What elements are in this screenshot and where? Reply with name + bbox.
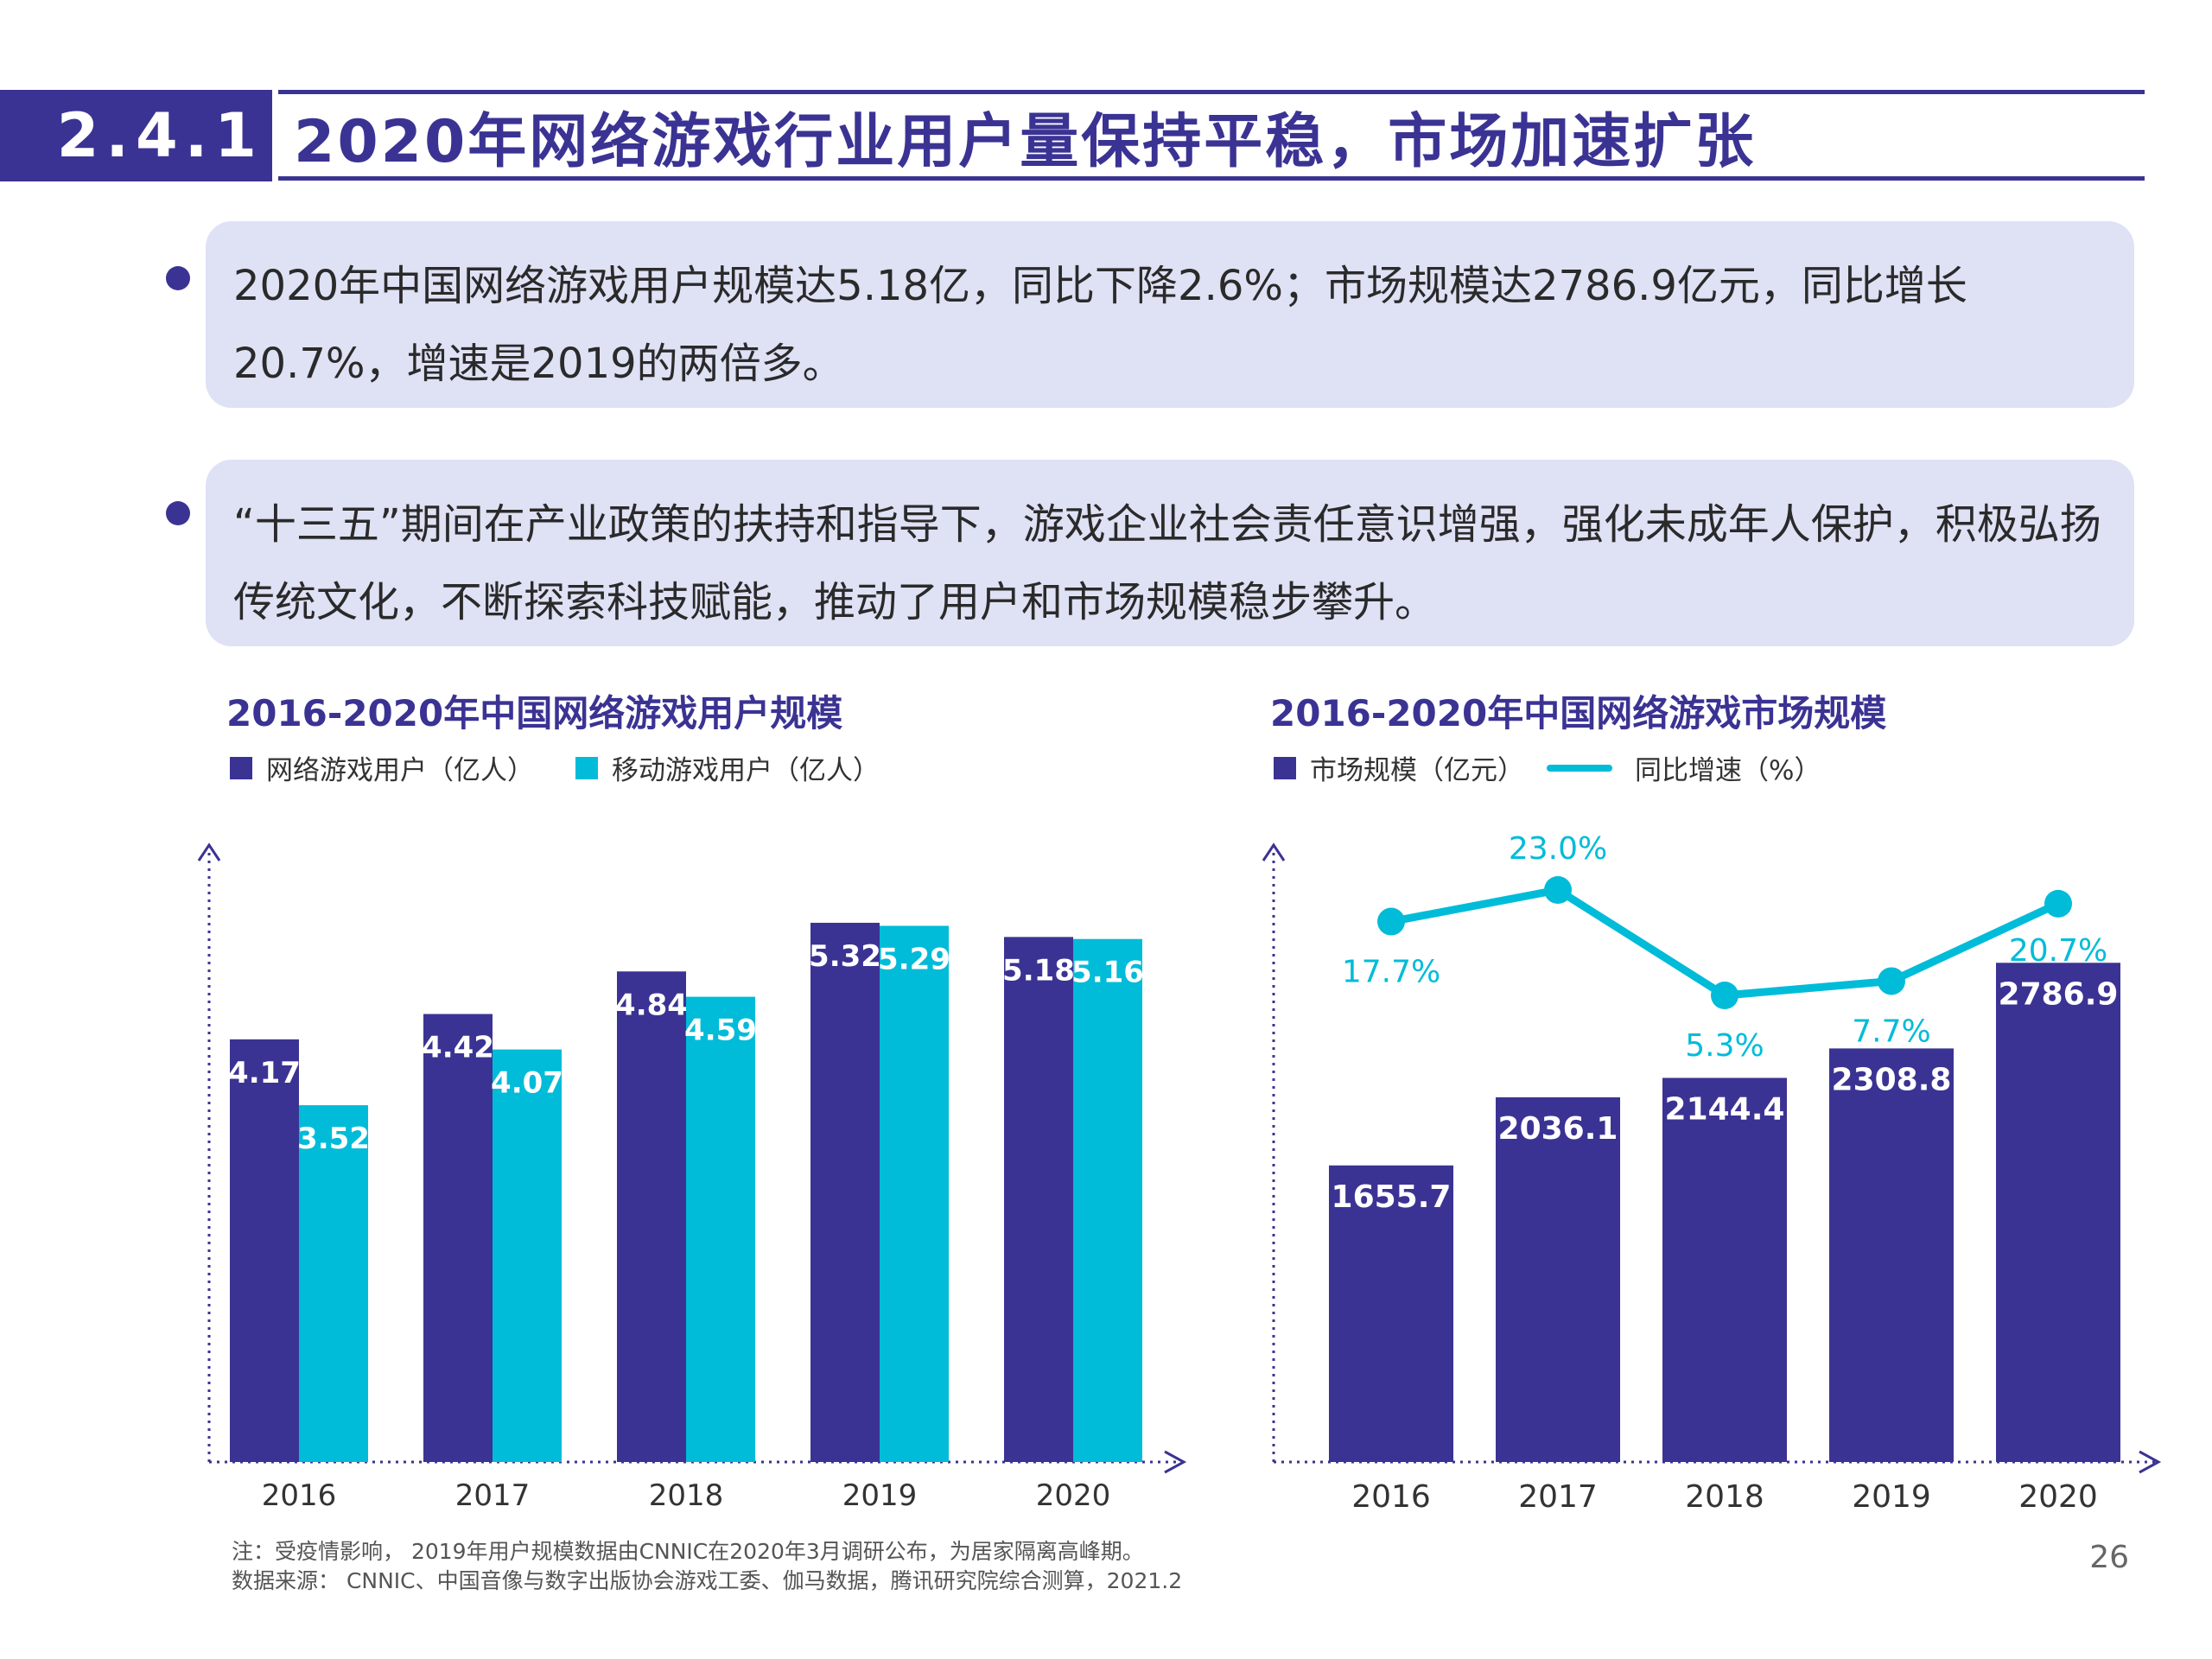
bar-value-label: 4.17 (228, 1056, 301, 1090)
bar-mobile-2018 (686, 996, 755, 1462)
footnote-source: 数据来源： CNNIC、中国音像与数字出版协会游戏工委、伽马数据，腾讯研究院综合… (232, 1568, 1183, 1593)
page-title: 2020年网络游戏行业用户量保持平稳，市场加速扩张 (294, 107, 1757, 176)
bar-mobile-2016 (299, 1105, 368, 1462)
users-y-axis-arrow (197, 842, 221, 861)
legend-users: 网络游戏用户（亿人） 移动游戏用户（亿人） (230, 748, 880, 787)
legend-label-online: 网络游戏用户（亿人） (266, 755, 534, 786)
bullet-item-1: 2020年中国网络游戏用户规模达5.18亿，同比下降2.6%；市场规模达2786… (206, 221, 2134, 408)
bullet-text: “十三五”期间在产业政策的扶持和指导下，游戏企业社会责任意识增强，强化未成年人保… (233, 500, 2101, 626)
legend-swatch-mobile (575, 756, 598, 779)
bar-value-label: 3.52 (297, 1122, 370, 1156)
page-number: 26 (2089, 1540, 2129, 1575)
bar-online-2019 (810, 922, 880, 1462)
legend-line-growth (1547, 764, 1612, 772)
bar-mobile-2019 (880, 925, 949, 1462)
legend-swatch-market (1274, 756, 1296, 779)
bar-value-label: 4.07 (491, 1066, 563, 1101)
bar-online-2018 (617, 971, 686, 1462)
bullet-dot-icon (166, 266, 190, 290)
bar-mobile-2020 (1073, 938, 1142, 1462)
legend-label-market: 市场规模（亿元） (1310, 755, 1524, 786)
users-x-axis-arrow (1164, 1450, 1187, 1474)
bar-online-2017 (423, 1014, 493, 1462)
bar-value-label: 5.16 (1071, 956, 1144, 990)
x-tick-label: 2016 (262, 1478, 337, 1513)
legend-label-growth: 同比增速（%） (1635, 755, 1821, 786)
bullet-dot-icon (166, 501, 190, 525)
header-rule-bottom (278, 176, 2145, 181)
bullet-item-2: “十三五”期间在产业政策的扶持和指导下，游戏企业社会责任意识增强，强化未成年人保… (206, 460, 2134, 646)
x-tick-label: 2019 (842, 1478, 918, 1513)
footnote-note: 注：受疫情影响， 2019年用户规模数据由CNNIC在2020年3月调研公布，为… (232, 1539, 1144, 1564)
chart-title-market: 2016-2020年中国网络游戏市场规模 (1270, 692, 1887, 734)
bar-mobile-2017 (493, 1049, 562, 1462)
bullet-text: 2020年中国网络游戏用户规模达5.18亿，同比下降2.6%；市场规模达2786… (233, 262, 1967, 388)
legend-label-mobile: 移动游戏用户（亿人） (612, 755, 880, 786)
x-tick-label: 2017 (455, 1478, 531, 1513)
chart-title-users: 2016-2020年中国网络游戏用户规模 (226, 692, 843, 734)
header-rule-top (278, 90, 2145, 94)
x-tick-label: 2020 (1036, 1478, 1111, 1513)
legend-swatch-online (230, 756, 252, 779)
bar-value-label: 5.32 (809, 939, 881, 974)
section-number: 2.4.1 (0, 90, 272, 181)
bar-value-label: 4.84 (615, 988, 688, 1022)
bar-online-2016 (230, 1039, 299, 1462)
bar-online-2020 (1004, 937, 1073, 1462)
x-tick-label: 2018 (649, 1478, 724, 1513)
bar-value-label: 4.42 (422, 1031, 494, 1065)
legend-market: 市场规模（亿元） 同比增速（%） (1274, 748, 1821, 787)
bar-value-label: 4.59 (684, 1014, 757, 1048)
bar-value-label: 5.29 (878, 942, 950, 976)
bar-value-label: 5.18 (1002, 953, 1075, 988)
